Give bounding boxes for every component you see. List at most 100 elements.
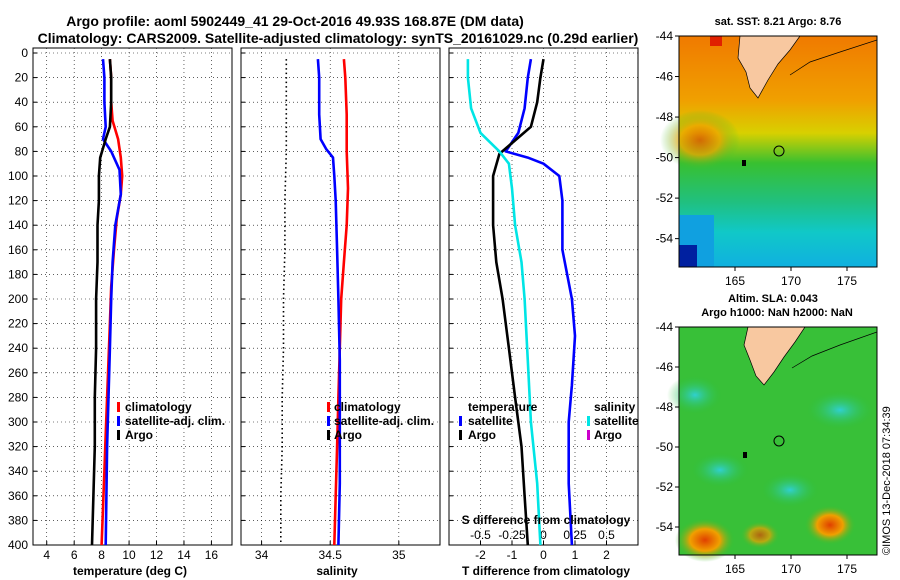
depth-tick-label: 200 xyxy=(8,292,28,306)
depth-tick-label: 340 xyxy=(8,464,28,478)
x-tick-label: 1 xyxy=(572,548,579,562)
sla-land-mass xyxy=(743,326,806,386)
temperature-plot: 4 6 8 10 12 14 16 xyxy=(33,48,232,562)
sla-map-title-line1: Altim. SLA: 0.043 xyxy=(728,293,818,305)
sla-map xyxy=(667,326,878,562)
x-tick-label: 12 xyxy=(150,548,164,562)
depth-tick-label: 20 xyxy=(15,71,29,85)
t-difference-axis-label: T difference from climatology xyxy=(462,564,630,578)
temperature-legend: climatology satellite-adj. clim. Argo xyxy=(117,400,225,442)
x-tick-label: 6 xyxy=(71,548,78,562)
depth-tick-label: 0 xyxy=(21,46,28,60)
salinity-legend: climatology satellite-adj. clim. Argo xyxy=(327,400,434,442)
legend-swatch-climatology xyxy=(117,402,120,412)
x-tick-label: 8 xyxy=(98,548,105,562)
temperature-axis-label: temperature (deg C) xyxy=(73,564,187,578)
x-tick-label: 14 xyxy=(177,548,191,562)
sst-deep-cold-patch xyxy=(679,245,697,267)
depth-tick-label: 380 xyxy=(8,513,28,527)
depth-tick-label: 180 xyxy=(8,267,28,281)
map-lat-tick-label: -50 xyxy=(656,440,674,454)
series-line-t-argo xyxy=(491,58,545,546)
legend-title-salinity: salinity xyxy=(594,400,636,414)
figure-title-line2: Climatology: CARS2009. Satellite-adjuste… xyxy=(38,30,639,46)
sst-island xyxy=(742,160,746,166)
legend-swatch-s-satellite xyxy=(587,416,590,426)
depth-tick-label: 360 xyxy=(8,489,28,503)
map-lon-tick-label: 170 xyxy=(781,274,801,288)
sla-low-patch xyxy=(690,452,750,488)
depth-tick-label: 120 xyxy=(8,194,28,208)
sla-island xyxy=(743,452,747,458)
x-tick-label: 34 xyxy=(255,548,269,562)
sst-warm-patch xyxy=(660,110,740,170)
legend-label-argo: Argo xyxy=(125,428,153,442)
sst-map-axes: -44 -46 -48 -50 -52 -54 165 170 175 xyxy=(656,29,858,288)
legend-swatch-t-satellite xyxy=(459,416,462,426)
legend-swatch-argo xyxy=(117,430,120,440)
x-tick-label: 2 xyxy=(603,548,610,562)
x-tick-label: -1 xyxy=(507,548,518,562)
salinity-axis-label: salinity xyxy=(316,564,358,578)
s-tick-label: -0.5 xyxy=(470,528,491,542)
sst-argo-position-marker xyxy=(773,145,785,157)
series-line-satellite-adj-clim- xyxy=(316,59,342,546)
sla-low-patch xyxy=(667,375,723,415)
depth-tick-label: 240 xyxy=(8,341,28,355)
sla-map-title-line2: Argo h1000: NaN h2000: NaN xyxy=(701,307,853,319)
sla-high-patch xyxy=(675,518,735,562)
salinity-plot: 34 34.5 35 xyxy=(241,48,440,562)
map-lat-tick-label: -54 xyxy=(656,232,674,246)
sst-land-mass xyxy=(737,35,801,99)
legend-swatch-t-argo xyxy=(459,430,462,440)
map-lat-tick-label: -44 xyxy=(656,320,674,334)
legend-label-argo: Argo xyxy=(334,428,362,442)
sla-argo-position-marker xyxy=(773,435,785,447)
sla-high-patch xyxy=(804,505,856,545)
legend-swatch-satellite xyxy=(327,416,330,426)
s-difference-axis-label: S difference from climatology xyxy=(462,513,631,527)
map-lon-tick-label: 165 xyxy=(725,274,745,288)
depth-tick-label: 300 xyxy=(8,415,28,429)
legend-label-s-argo: Argo xyxy=(594,428,622,442)
depth-tick-label: 320 xyxy=(8,440,28,454)
series-line-climatology xyxy=(333,59,350,546)
legend-title-temperature: temperature xyxy=(468,400,538,414)
legend-swatch-argo xyxy=(327,430,330,440)
map-lon-tick-label: 165 xyxy=(725,562,745,576)
sst-map-frame xyxy=(678,35,878,268)
sst-map-title: sat. SST: 8.21 Argo: 8.76 xyxy=(715,16,842,28)
legend-label-climatology: climatology xyxy=(125,400,192,414)
depth-tick-label: 140 xyxy=(8,218,28,232)
map-lon-tick-label: 175 xyxy=(837,562,857,576)
map-lon-tick-label: 170 xyxy=(781,562,801,576)
series-line-t-satellite xyxy=(504,58,577,546)
x-tick-label: 35 xyxy=(392,548,406,562)
map-lat-tick-label: -52 xyxy=(656,191,674,205)
legend-label-climatology: climatology xyxy=(334,400,401,414)
depth-tick-label: 80 xyxy=(15,144,29,158)
imos-timestamp: ©IMOS 13-Dec-2018 07:34:39 xyxy=(881,406,893,555)
map-lat-tick-label: -46 xyxy=(656,360,674,374)
s-tick-label: 0 xyxy=(540,528,547,542)
sst-red-patch xyxy=(710,36,722,46)
map-lat-tick-label: -52 xyxy=(656,480,674,494)
s-tick-label: -0.25 xyxy=(498,528,526,542)
depth-axis: 0 20 40 60 80 100 120 140 160 180 200 220 240 260 280 3… xyxy=(8,46,28,552)
x-tick-label: 4 xyxy=(43,548,50,562)
legend-label-s-satellite: satellite xyxy=(594,414,639,428)
x-tick-label: 0 xyxy=(540,548,547,562)
legend-label-satellite: satellite-adj. clim. xyxy=(334,414,434,428)
sla-low-patch xyxy=(805,390,875,430)
map-lat-tick-label: -44 xyxy=(656,29,674,43)
legend-swatch-climatology xyxy=(327,402,330,412)
sla-map-frame xyxy=(678,326,878,556)
figure-title-line1: Argo profile: aoml 5902449_41 29-Oct-201… xyxy=(66,13,524,29)
map-lon-tick-label: 175 xyxy=(837,274,857,288)
depth-tick-label: 100 xyxy=(8,169,28,183)
legend-swatch-s-argo xyxy=(587,430,590,440)
depth-tick-label: 400 xyxy=(8,538,28,552)
difference-plot: -2 -1 0 1 2 -0.5 -0.25 0 0.25 0.5 xyxy=(449,48,638,562)
sla-map-axes: -44 -46 -48 -50 -52 -54 165 170 175 xyxy=(656,320,858,576)
